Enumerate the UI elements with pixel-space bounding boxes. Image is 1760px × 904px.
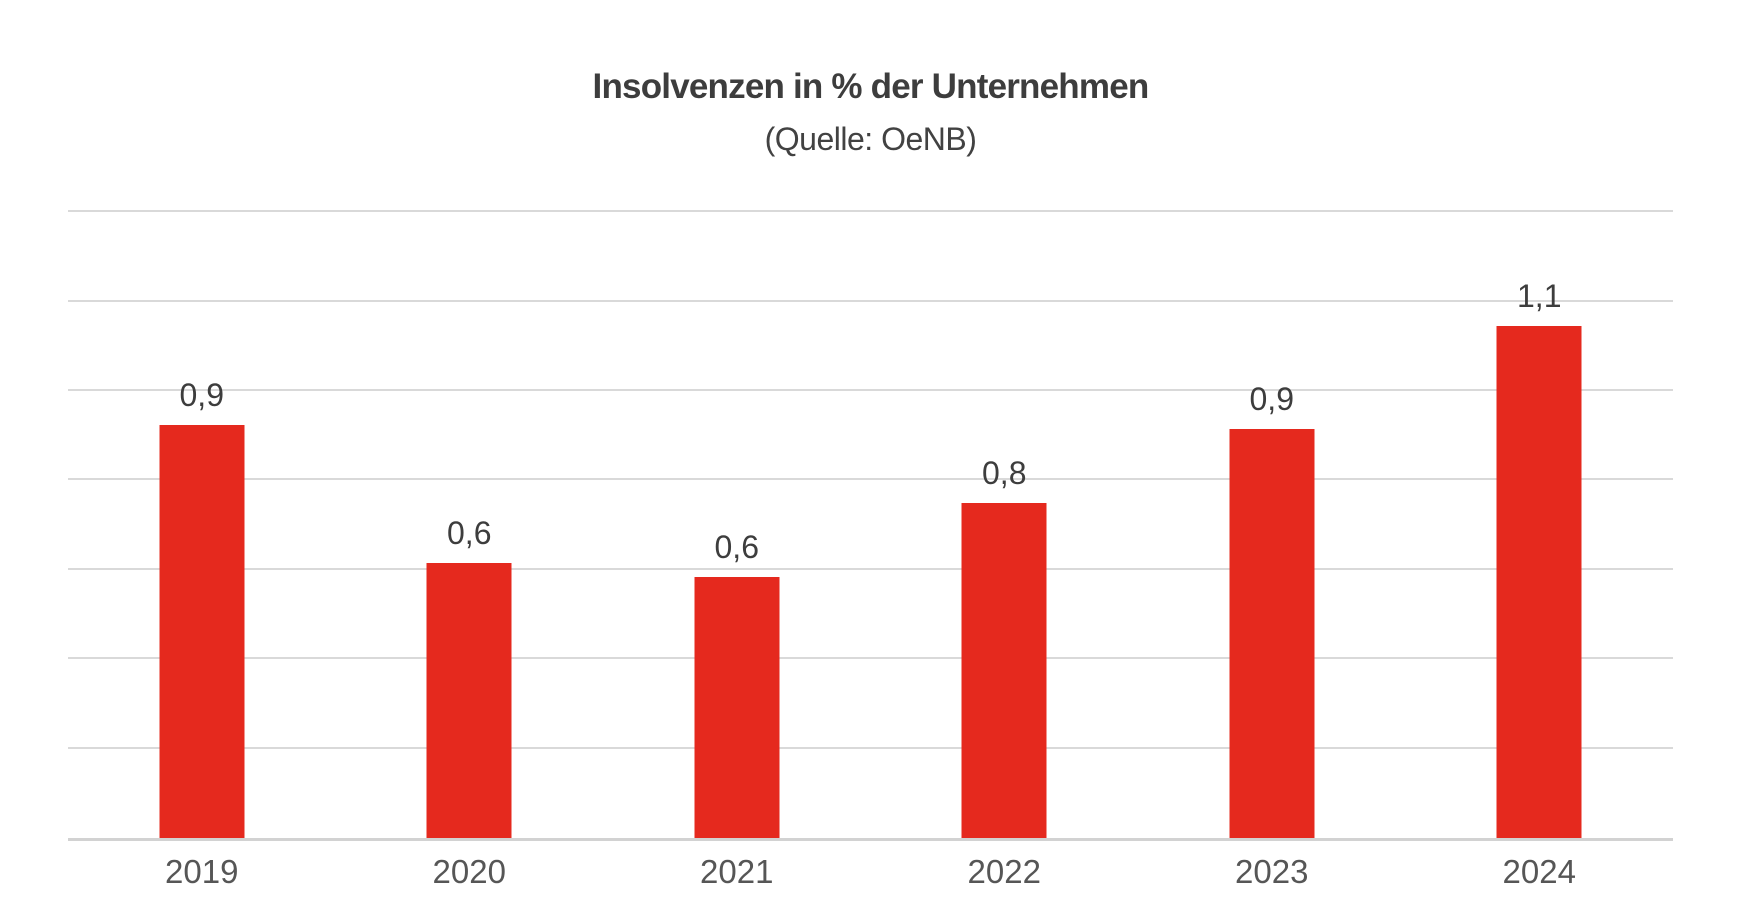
bar-value-label: 0,6 (714, 528, 759, 565)
bar-2024 (1496, 326, 1582, 838)
x-axis-label: 2022 (967, 853, 1041, 890)
gridline (68, 389, 1673, 392)
gridline (68, 299, 1673, 302)
chart-title: Insolvenzen in % der Unternehmen (592, 67, 1150, 106)
gridline (68, 478, 1673, 481)
x-axis-label: 2020 (432, 853, 506, 890)
gridline (68, 657, 1673, 660)
bar-value-label: 0,9 (1249, 381, 1294, 418)
bar-2019 (159, 424, 245, 838)
chart-subtitle: (Quelle: OeNB) (764, 121, 977, 157)
bar-slot-2019: 0,9 (68, 190, 336, 838)
plot-area: 0,9 0,6 0,6 0,8 0,9 1,1 (68, 190, 1673, 841)
bar-slot-2021: 0,6 (603, 190, 871, 838)
gridline (68, 746, 1673, 749)
bar-2020 (426, 563, 512, 838)
x-axis-label: 2021 (700, 853, 774, 890)
bar-2023 (1229, 429, 1315, 838)
bar-2021 (694, 576, 780, 838)
bar-value-label: 0,8 (982, 454, 1027, 491)
x-axis-label: 2024 (1502, 853, 1576, 890)
bar-value-label: 0,6 (447, 515, 492, 552)
gridline (68, 210, 1673, 213)
bar-value-label: 0,9 (179, 376, 224, 413)
bar-series: 0,9 0,6 0,6 0,8 0,9 1,1 (68, 190, 1673, 838)
bar-slot-2024: 1,1 (1406, 190, 1674, 838)
bar-slot-2020: 0,6 (336, 190, 604, 838)
bar-2022 (961, 502, 1047, 838)
gridline (68, 567, 1673, 570)
x-axis: 2019 2020 2021 2022 2023 2024 (68, 853, 1673, 890)
x-axis-label: 2023 (1235, 853, 1309, 890)
bar-slot-2023: 0,9 (1138, 190, 1406, 838)
bar-value-label: 1,1 (1517, 278, 1562, 315)
x-axis-label: 2019 (165, 853, 239, 890)
bar-slot-2022: 0,8 (871, 190, 1139, 838)
